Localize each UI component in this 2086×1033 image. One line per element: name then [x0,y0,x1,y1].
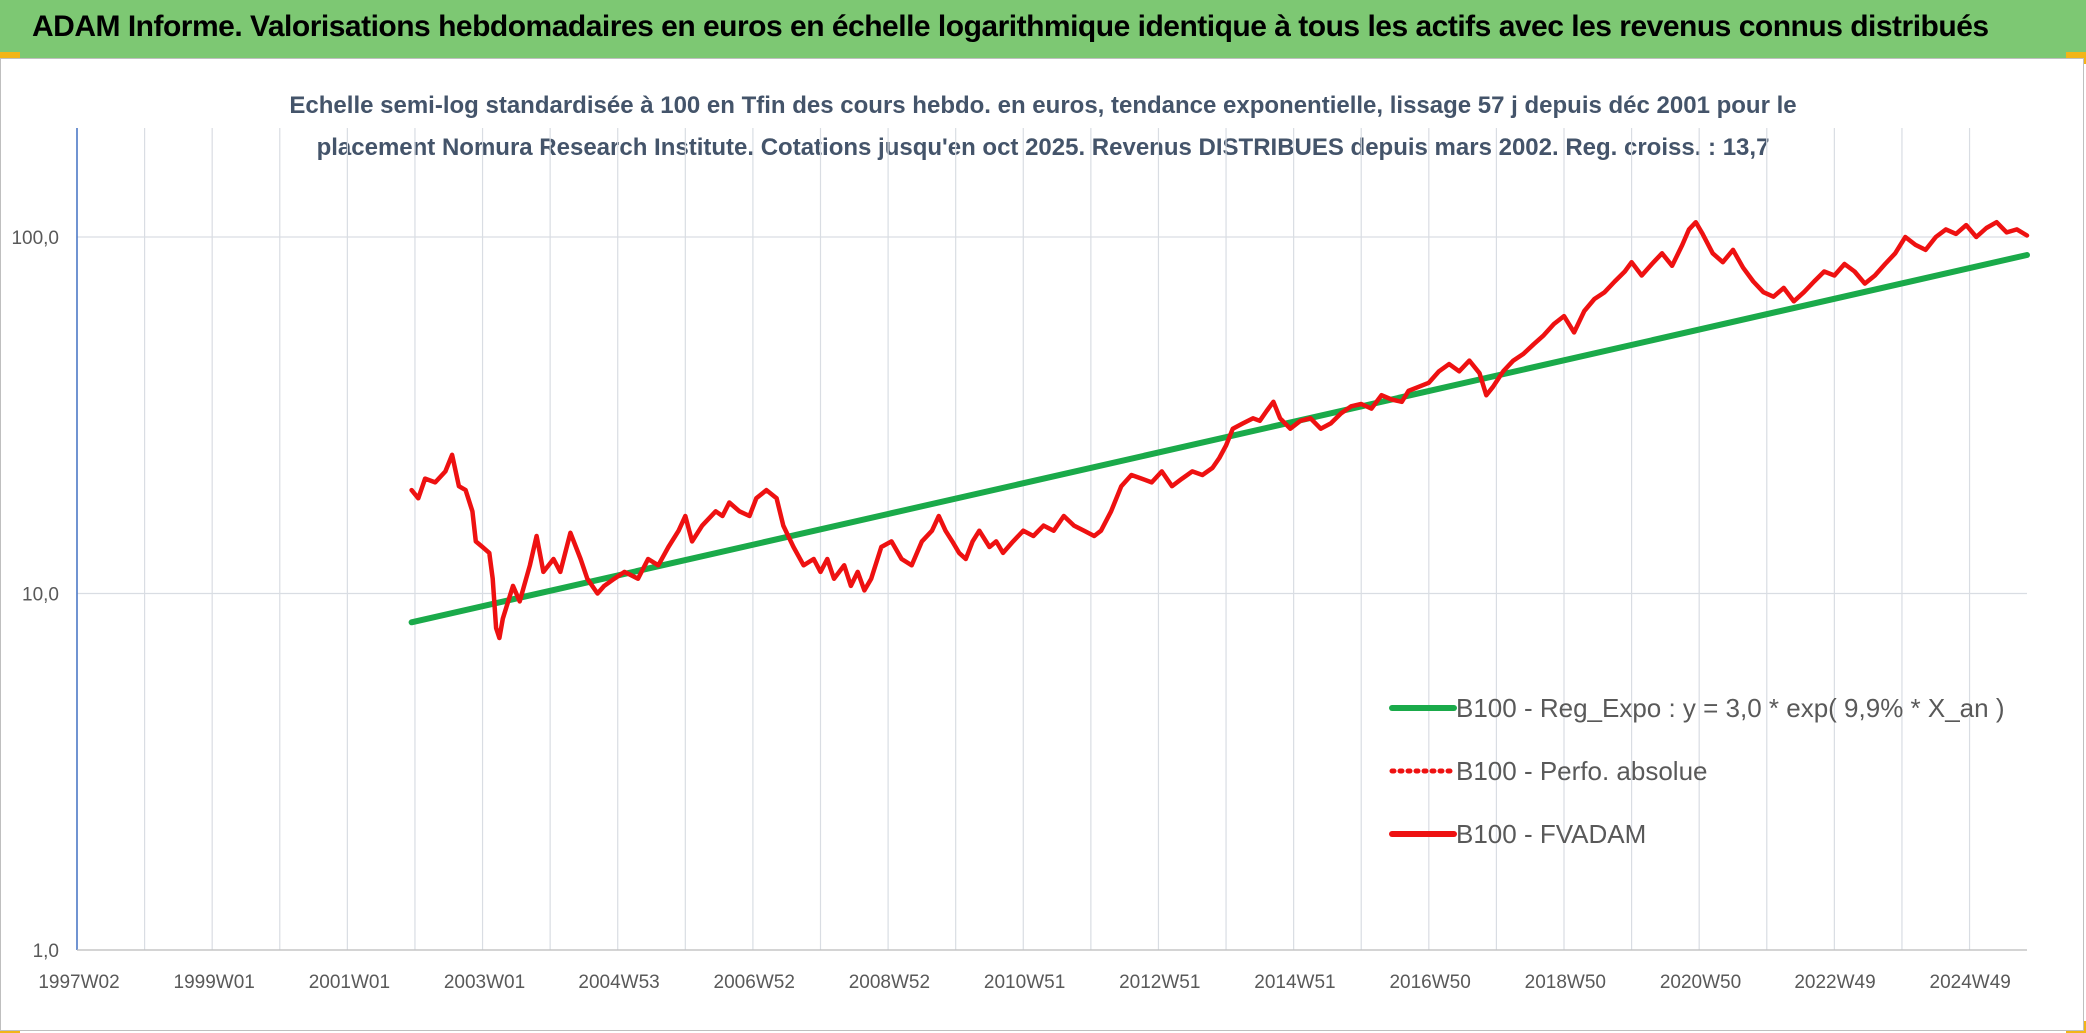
x-tick-label: 2006W52 [714,972,795,993]
x-tick-label: 2016W50 [1389,972,1470,993]
report-banner: ADAM Informe. Valorisations hebdomadaire… [0,0,2086,58]
chart-title-line-1: Echelle semi-log standardisée à 100 en T… [289,92,1797,119]
x-tick-label: 2022W49 [1794,972,1875,993]
y-tick-label: 1,0 [33,941,59,962]
x-tick-label: 2024W49 [1930,972,2011,993]
x-tick-label: 1999W01 [174,972,255,993]
x-tick-label: 2008W52 [849,972,930,993]
x-tick-label: 2003W01 [444,972,525,993]
series-line-2 [409,219,2030,641]
chart-title-line-2: placement Nomura Research Institute. Cot… [316,134,1770,161]
y-tick-label: 100,0 [11,228,59,249]
x-tick-label: 2014W51 [1254,972,1335,993]
x-tick-label: 2010W51 [984,972,1065,993]
regression-line [408,252,2030,626]
legend-label: B100 - FVADAM [1456,819,1646,849]
x-tick-label: 2012W51 [1119,972,1200,993]
report-title: ADAM Informe. Valorisations hebdomadaire… [32,10,1989,43]
x-tick-label: 2018W50 [1525,972,1606,993]
x-tick-label: 2020W50 [1660,972,1741,993]
y-tick-label: 10,0 [22,585,59,606]
legend-label: B100 - Reg_Expo : y = 3,0 * exp( 9,9% * … [1456,693,2005,723]
legend-label: B100 - Perfo. absolue [1456,756,1708,786]
x-tick-label: 2004W53 [578,972,659,993]
x-tick-label: 1997W02 [38,972,119,993]
x-tick-label: 2001W01 [309,972,390,993]
